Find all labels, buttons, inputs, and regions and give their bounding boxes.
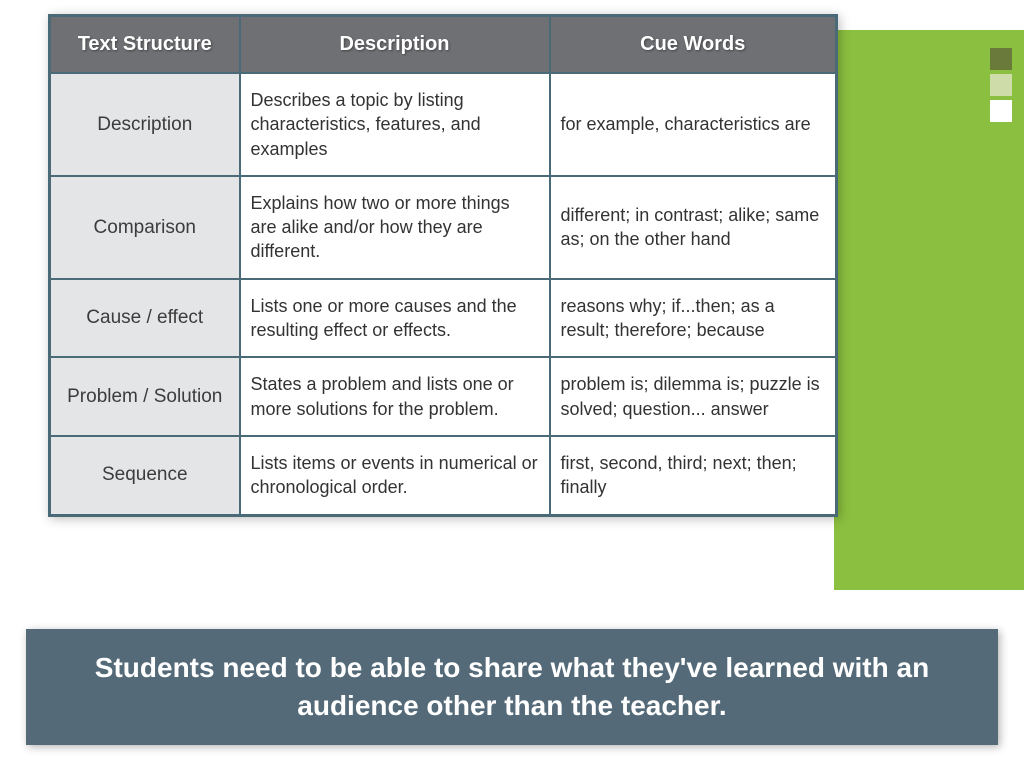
- table-header-row: Text Structure Description Cue Words: [50, 16, 837, 74]
- text-structure-table: Text Structure Description Cue Words Des…: [48, 14, 838, 517]
- cell-description: Lists items or events in numerical or ch…: [240, 436, 550, 515]
- cell-cue: different; in contrast; alike; same as; …: [550, 176, 837, 279]
- cell-cue: problem is; dilemma is; puzzle is solved…: [550, 357, 837, 436]
- cell-structure: Description: [50, 73, 240, 176]
- table-row: Sequence Lists items or events in numeri…: [50, 436, 837, 515]
- header-text-structure: Text Structure: [50, 16, 240, 74]
- header-cue-words: Cue Words: [550, 16, 837, 74]
- cell-description: Describes a topic by listing characteris…: [240, 73, 550, 176]
- decorative-squares: [990, 48, 1012, 122]
- table-row: Description Describes a topic by listing…: [50, 73, 837, 176]
- cell-structure: Problem / Solution: [50, 357, 240, 436]
- caption-bar: Students need to be able to share what t…: [26, 629, 998, 745]
- header-description: Description: [240, 16, 550, 74]
- cell-cue: first, second, third; next; then; finall…: [550, 436, 837, 515]
- table-row: Problem / Solution States a problem and …: [50, 357, 837, 436]
- cell-structure: Sequence: [50, 436, 240, 515]
- cell-description: Lists one or more causes and the resulti…: [240, 279, 550, 358]
- table-row: Cause / effect Lists one or more causes …: [50, 279, 837, 358]
- square-icon: [990, 48, 1012, 70]
- cell-cue: for example, characteristics are: [550, 73, 837, 176]
- cell-cue: reasons why; if...then; as a result; the…: [550, 279, 837, 358]
- square-icon: [990, 74, 1012, 96]
- table-row: Comparison Explains how two or more thin…: [50, 176, 837, 279]
- cell-description: Explains how two or more things are alik…: [240, 176, 550, 279]
- cell-structure: Cause / effect: [50, 279, 240, 358]
- cell-structure: Comparison: [50, 176, 240, 279]
- square-icon: [990, 100, 1012, 122]
- text-structure-table-container: Text Structure Description Cue Words Des…: [48, 14, 838, 517]
- cell-description: States a problem and lists one or more s…: [240, 357, 550, 436]
